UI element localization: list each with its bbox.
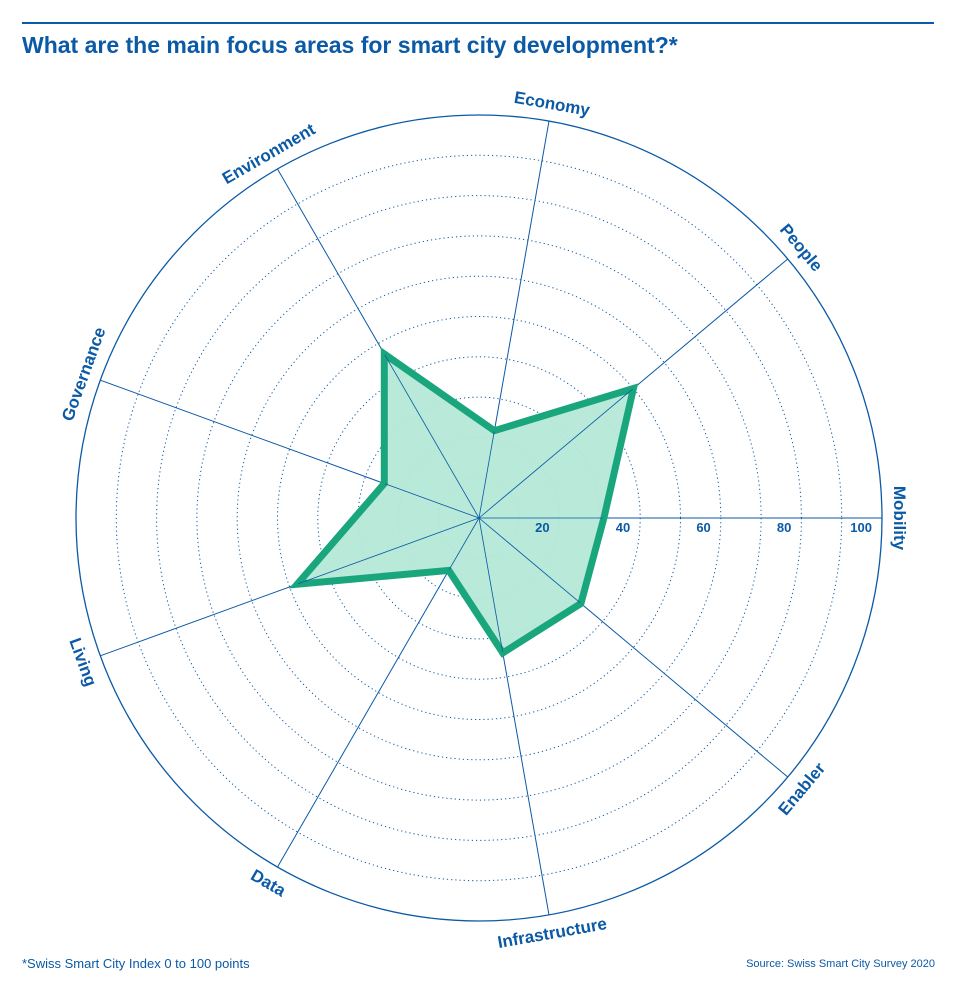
axis-label-mobility: Mobility	[890, 486, 909, 551]
tick-label: 40	[616, 520, 630, 535]
axis-label-governance: Governance	[58, 325, 109, 424]
top-rule	[22, 22, 934, 24]
inner-spoke	[383, 353, 480, 519]
data-point-infrastructure	[501, 651, 504, 654]
data-point-people	[632, 387, 635, 390]
data-point-economy	[493, 429, 496, 432]
inner-spoke	[448, 517, 480, 571]
footnote: *Swiss Smart City Index 0 to 100 points	[22, 956, 250, 971]
axis-label-environment: Environment	[219, 119, 319, 188]
data-point-data	[447, 569, 450, 572]
inner-spoke	[478, 517, 504, 654]
tick-label: 100	[850, 520, 872, 535]
data-point-environment	[383, 352, 386, 355]
data-point-living	[296, 583, 299, 586]
inner-spoke	[478, 430, 495, 519]
tick-label: 60	[696, 520, 710, 535]
data-point-mobility	[602, 517, 605, 519]
axis-label-living: Living	[65, 635, 100, 689]
tick-label: 80	[777, 520, 791, 535]
chart-title: What are the main focus areas for smart …	[22, 32, 678, 58]
inner-spoke	[384, 483, 480, 519]
inner-spoke	[478, 517, 582, 604]
series-area	[288, 347, 639, 658]
inner-spoke	[297, 517, 480, 585]
source-note: Source: Swiss Smart City Survey 2020	[746, 958, 935, 970]
data-point-enabler	[579, 602, 582, 605]
tick-label: 20	[535, 520, 549, 535]
axis-label-economy: Economy	[513, 88, 592, 120]
spoke-data	[277, 517, 480, 868]
axis-label-enabler: Enabler	[775, 759, 830, 819]
data-point-governance	[383, 482, 386, 485]
axis-label-people: People	[776, 220, 826, 275]
inner-spoke	[478, 388, 634, 519]
